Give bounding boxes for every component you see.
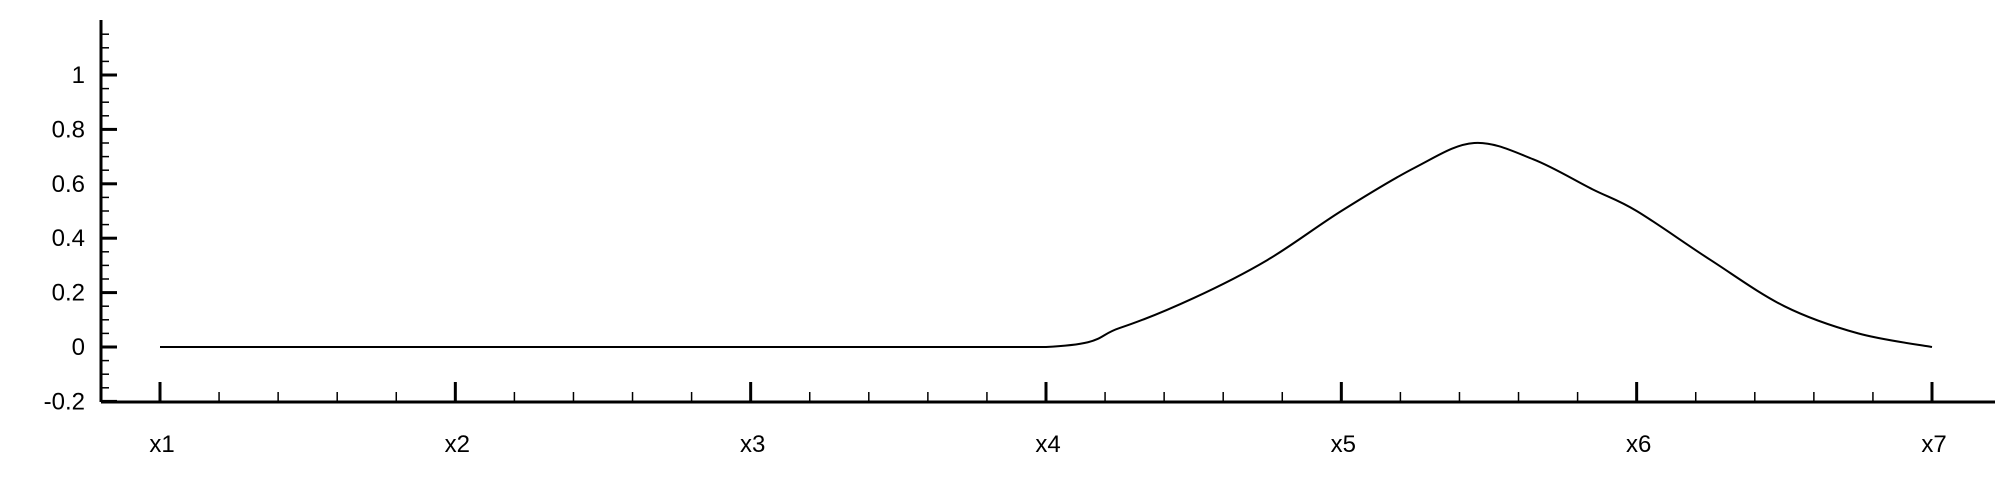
x-tick-label: x7	[1921, 431, 1946, 458]
y-tick-label: 0.6	[52, 171, 85, 198]
x-tick-label: x4	[1035, 431, 1060, 458]
x-tick-label: x6	[1626, 431, 1651, 458]
x-tick-label: x1	[149, 431, 174, 458]
y-tick-labels: 1 0.8 0.6 0.4 0.2 0 -0.2	[44, 62, 85, 415]
x-tick-labels: x1 x2 x3 x4 x5 x6 x7	[149, 431, 1946, 458]
y-major-ticks	[101, 73, 117, 403]
y-tick-label: 1	[72, 62, 85, 89]
y-tick-label: 0	[72, 334, 85, 361]
series-line	[159, 141, 1933, 349]
x-tick-label: x2	[445, 431, 470, 458]
y-tick-label: 0.2	[52, 280, 85, 307]
x-minor-ticks	[218, 392, 1874, 402]
y-tick-label: 0.8	[52, 116, 85, 143]
x-tick-label: x3	[740, 431, 765, 458]
x-major-ticks	[158, 382, 1934, 402]
y-tick-label: -0.2	[44, 388, 85, 415]
y-tick-label: 0.4	[52, 225, 85, 252]
x-tick-label: x5	[1331, 431, 1356, 458]
